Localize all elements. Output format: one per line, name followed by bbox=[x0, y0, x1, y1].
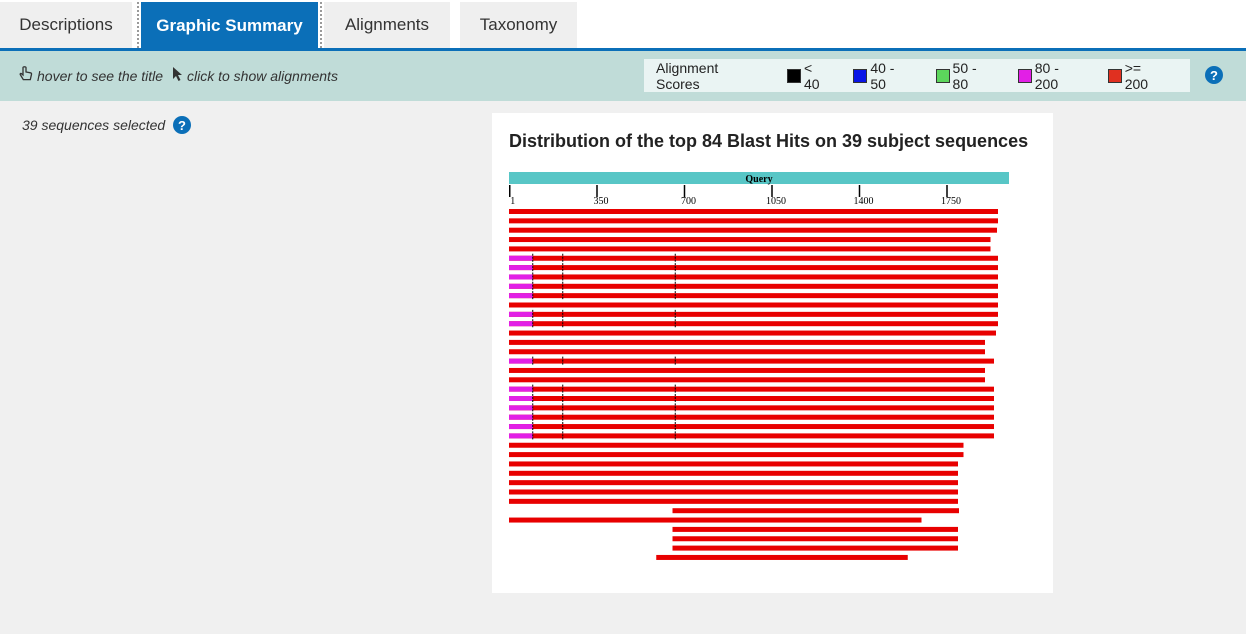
graphic-summary-panel: Distribution of the top 84 Blast Hits on… bbox=[492, 113, 1053, 593]
hit-bar bbox=[509, 274, 998, 280]
legend-swatch bbox=[935, 68, 950, 83]
query-label: Query bbox=[745, 174, 772, 185]
chart-title: Distribution of the top 84 Blast Hits on… bbox=[509, 131, 1029, 151]
hit-segment-80-200 bbox=[509, 424, 533, 430]
hit-bar bbox=[672, 536, 958, 542]
legend-item-80-200: 80 - 200 bbox=[1017, 59, 1086, 92]
tab-alignments[interactable]: Alignments bbox=[324, 2, 450, 48]
legend-swatch bbox=[853, 68, 868, 83]
hand-pointer-icon bbox=[18, 66, 34, 85]
axis-tick-label: 1 bbox=[510, 196, 515, 207]
legend-item-50-80: 50 - 80 bbox=[935, 59, 996, 92]
hit-bar bbox=[509, 377, 985, 383]
tab-taxonomy[interactable]: Taxonomy bbox=[460, 2, 577, 48]
legend-help-icon[interactable]: ? bbox=[1205, 66, 1223, 84]
legend-label: 50 - 80 bbox=[952, 59, 977, 92]
hit-bar bbox=[509, 311, 998, 317]
hit-bar bbox=[509, 237, 991, 243]
hit-bar bbox=[672, 545, 958, 551]
hit-bar bbox=[509, 442, 964, 448]
hover-hint-text: hover to see the title bbox=[37, 67, 164, 84]
hit-bar bbox=[656, 554, 908, 560]
hit-segment-80-200 bbox=[509, 283, 533, 289]
hit-bar bbox=[509, 461, 958, 467]
axis-tick-label: 1750 bbox=[941, 196, 961, 207]
hit-bar bbox=[509, 405, 994, 411]
hit-bar bbox=[509, 349, 985, 355]
hit-segment-80-200 bbox=[509, 396, 533, 401]
selection-help-icon[interactable]: ? bbox=[173, 116, 191, 134]
hit-bar bbox=[509, 424, 994, 430]
hit-segment-80-200 bbox=[509, 255, 533, 261]
hit-bar bbox=[509, 367, 985, 373]
hit-segment-80-200 bbox=[509, 274, 533, 280]
legend-label: 40 - 50 bbox=[870, 59, 895, 92]
tab-bar: Descriptions Graphic Summary Alignments … bbox=[0, 0, 1246, 51]
hit-bar bbox=[509, 283, 998, 289]
hit-bar bbox=[509, 246, 991, 252]
axis-tick-label: 700 bbox=[681, 196, 696, 207]
hit-segment-80-200 bbox=[509, 293, 533, 299]
hit-bar bbox=[509, 255, 998, 261]
click-hint: click to show alignments bbox=[172, 66, 338, 85]
legend-label: >= 200 bbox=[1124, 59, 1149, 92]
legend-title: Alignment Scores bbox=[656, 59, 719, 92]
legend-label: 80 - 200 bbox=[1034, 59, 1059, 92]
legend-item-lt40: < 40 bbox=[787, 60, 831, 92]
tab-separator bbox=[137, 2, 139, 48]
hit-bar bbox=[509, 480, 958, 486]
axis-tick-label: 1400 bbox=[854, 196, 874, 207]
legend-label: < 40 bbox=[803, 59, 820, 92]
hit-segment-80-200 bbox=[509, 386, 533, 392]
legend-swatch bbox=[1107, 68, 1122, 83]
tab-separator bbox=[320, 2, 322, 48]
query-bar bbox=[509, 172, 1009, 184]
hit-segment-80-200 bbox=[509, 311, 533, 317]
tab-underline bbox=[0, 48, 1246, 51]
sequences-selected-label: 39 sequences selected bbox=[22, 117, 166, 133]
hit-segment-80-200 bbox=[509, 414, 533, 420]
cursor-arrow-icon bbox=[172, 66, 184, 85]
hit-bar bbox=[509, 227, 997, 233]
legend-item-gte200: >= 200 bbox=[1107, 59, 1168, 92]
hit-bar bbox=[509, 470, 958, 476]
hit-bar bbox=[509, 218, 998, 224]
hit-bar bbox=[509, 209, 998, 214]
hit-bar bbox=[509, 452, 964, 458]
alignment-graphic: Query 1 350 700 1050 1400 1750 bbox=[509, 172, 1009, 560]
hit-bar bbox=[509, 321, 998, 327]
hit-bar bbox=[509, 489, 958, 495]
hit-segment-80-200 bbox=[509, 433, 533, 439]
hit-bar bbox=[509, 386, 994, 392]
legend-swatch bbox=[787, 68, 801, 83]
hit-bar bbox=[509, 302, 998, 308]
hit-bar bbox=[509, 517, 922, 523]
legend-swatch bbox=[1017, 68, 1032, 83]
hit-bar bbox=[509, 396, 994, 401]
alignment-score-legend: Alignment Scores < 40 40 - 50 50 - 80 80… bbox=[644, 59, 1190, 92]
hit-bar bbox=[509, 293, 998, 299]
click-hint-text: click to show alignments bbox=[187, 67, 338, 84]
hover-hint: hover to see the title bbox=[18, 66, 163, 85]
hit-segment-80-200 bbox=[509, 321, 533, 327]
hit-bar bbox=[509, 358, 994, 364]
hit-segment-80-200 bbox=[509, 265, 533, 271]
graphic-toolbar: hover to see the title click to show ali… bbox=[0, 51, 1246, 101]
hit-segment-80-200 bbox=[509, 358, 533, 364]
tab-descriptions[interactable]: Descriptions bbox=[0, 2, 132, 48]
hit-bar bbox=[509, 498, 958, 504]
hit-bar bbox=[509, 265, 998, 271]
legend-item-40-50: 40 - 50 bbox=[853, 60, 913, 92]
axis-tick-label: 1050 bbox=[766, 196, 786, 207]
axis-tick-label: 350 bbox=[594, 196, 609, 207]
hit-bar bbox=[672, 508, 959, 514]
hit-bar bbox=[672, 526, 958, 532]
hit-bar bbox=[509, 433, 994, 439]
hit-bar bbox=[509, 330, 996, 336]
hit-segment-80-200 bbox=[509, 405, 533, 411]
hit-bar bbox=[509, 414, 994, 420]
hit-bar bbox=[509, 339, 985, 345]
tab-graphic-summary[interactable]: Graphic Summary bbox=[141, 2, 318, 50]
